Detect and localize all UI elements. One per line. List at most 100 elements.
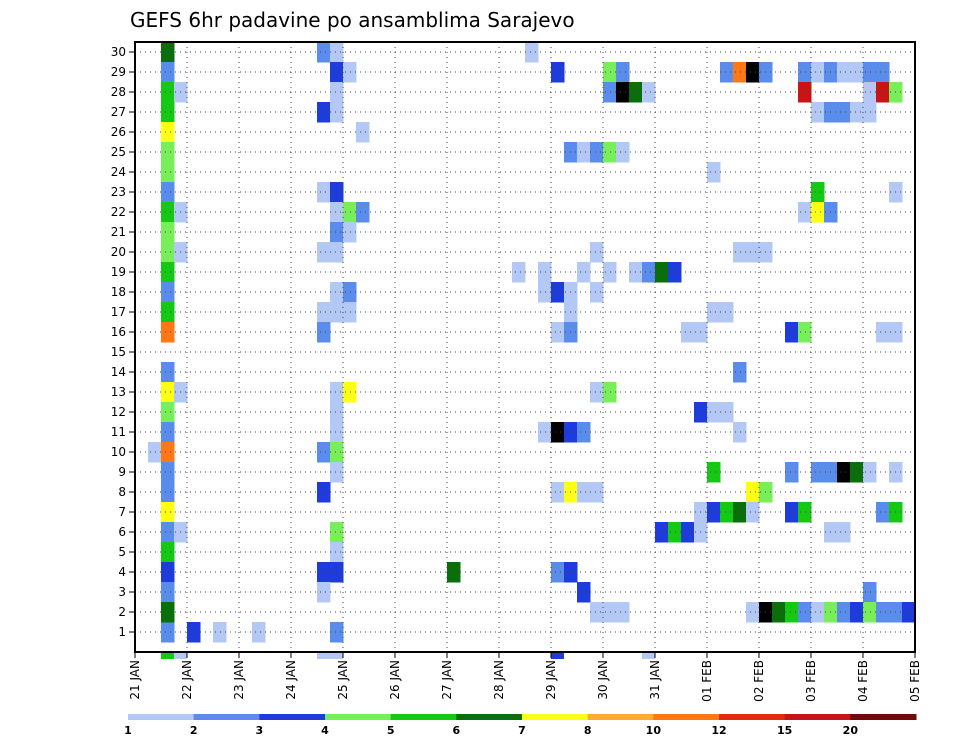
- precip-cell: [668, 522, 682, 543]
- precip-cell: [161, 382, 175, 403]
- y-axis-ticks: 1234567891011121314151617181920212223242…: [111, 45, 135, 639]
- y-tick-label: 22: [111, 205, 126, 219]
- precip-cell: [811, 602, 825, 623]
- x-tick-label: 04 FEB: [856, 660, 870, 702]
- plot-frame: [134, 41, 916, 653]
- y-tick-label: 19: [111, 265, 126, 279]
- y-tick-label: 6: [118, 525, 126, 539]
- precip-cell: [707, 302, 721, 323]
- x-tick-label: 31 JAN: [648, 660, 662, 700]
- precip-cell: [798, 502, 812, 523]
- y-tick-label: 13: [111, 385, 126, 399]
- precip-cell: [161, 402, 175, 423]
- precip-cell: [798, 82, 812, 103]
- precip-cell: [551, 322, 565, 343]
- precip-cell: [681, 322, 695, 343]
- precip-cell: [330, 222, 344, 243]
- x-tick-label: 22 JAN: [180, 660, 194, 700]
- precip-cell: [330, 652, 343, 659]
- precip-cell: [876, 502, 890, 523]
- precip-cell: [330, 382, 344, 403]
- x-tick-label: 03 FEB: [804, 660, 818, 702]
- precip-cell: [837, 102, 851, 123]
- precip-cell: [850, 102, 864, 123]
- precip-cell: [720, 502, 734, 523]
- precip-cell: [720, 62, 734, 83]
- precip-cell: [161, 522, 175, 543]
- precip-cell: [837, 522, 851, 543]
- precip-cell: [161, 282, 175, 303]
- x-tick-label: 28 JAN: [492, 660, 506, 700]
- precip-cell: [577, 142, 591, 163]
- precip-cell: [161, 602, 175, 623]
- precip-cell: [161, 652, 174, 659]
- precip-cell: [330, 42, 344, 63]
- precip-cell: [343, 222, 357, 243]
- y-tick-label: 24: [111, 165, 126, 179]
- precip-cell: [837, 62, 851, 83]
- y-tick-label: 20: [111, 245, 126, 259]
- precip-cell: [161, 202, 175, 223]
- precip-cell: [330, 82, 344, 103]
- precip-cell: [746, 502, 760, 523]
- precip-cell: [330, 182, 344, 203]
- legend-swatch: [653, 714, 720, 720]
- precip-cell: [707, 502, 721, 523]
- precip-cell: [798, 322, 812, 343]
- legend-swatch: [456, 714, 523, 720]
- y-tick-label: 14: [111, 365, 126, 379]
- precip-cell: [902, 602, 916, 623]
- precip-cell: [174, 652, 187, 659]
- precip-cell: [707, 162, 721, 183]
- precip-cell: [317, 482, 331, 503]
- precip-cell: [850, 62, 864, 83]
- precip-cell: [356, 202, 370, 223]
- precip-cell: [317, 102, 331, 123]
- x-tick-label: 01 FEB: [700, 660, 714, 702]
- y-tick-label: 2: [118, 605, 126, 619]
- y-tick-label: 5: [118, 545, 126, 559]
- precip-cell: [330, 102, 344, 123]
- x-tick-label: 25 JAN: [336, 660, 350, 700]
- precip-cell: [785, 322, 799, 343]
- legend-swatch: [522, 714, 589, 720]
- precip-cell: [876, 602, 890, 623]
- legend-label: 5: [387, 724, 395, 737]
- x-tick-label: 29 JAN: [544, 660, 558, 700]
- precip-cell: [525, 42, 539, 63]
- precip-cell: [330, 282, 344, 303]
- y-tick-label: 26: [111, 125, 126, 139]
- precip-cell: [161, 302, 175, 323]
- precip-cell: [798, 62, 812, 83]
- precip-cell: [785, 602, 799, 623]
- precip-cell: [317, 182, 331, 203]
- precip-cell: [863, 602, 877, 623]
- precip-cell: [590, 282, 604, 303]
- precip-cell: [798, 602, 812, 623]
- precip-cell: [616, 82, 630, 103]
- x-tick-label: 02 FEB: [752, 660, 766, 702]
- legend-label: 12: [711, 724, 726, 737]
- precip-cell: [785, 462, 799, 483]
- y-tick-label: 4: [118, 565, 126, 579]
- precip-cell: [590, 242, 604, 263]
- precip-cell: [863, 82, 877, 103]
- precip-cell: [161, 562, 175, 583]
- precip-cell: [343, 62, 357, 83]
- precip-cell: [772, 602, 786, 623]
- legend-swatch: [390, 714, 457, 720]
- y-tick-label: 3: [118, 585, 126, 599]
- precip-cell: [798, 202, 812, 223]
- y-tick-label: 7: [118, 505, 126, 519]
- precip-cell: [161, 422, 175, 443]
- y-tick-label: 1: [118, 625, 126, 639]
- precip-cell: [161, 482, 175, 503]
- legend-swatch: [259, 714, 326, 720]
- precip-cell: [317, 582, 331, 603]
- precip-cell: [330, 242, 344, 263]
- precip-cell: [681, 522, 695, 543]
- precip-cell: [603, 382, 617, 403]
- precip-cell: [447, 562, 461, 583]
- precip-cell: [317, 322, 331, 343]
- precip-cell: [785, 502, 799, 523]
